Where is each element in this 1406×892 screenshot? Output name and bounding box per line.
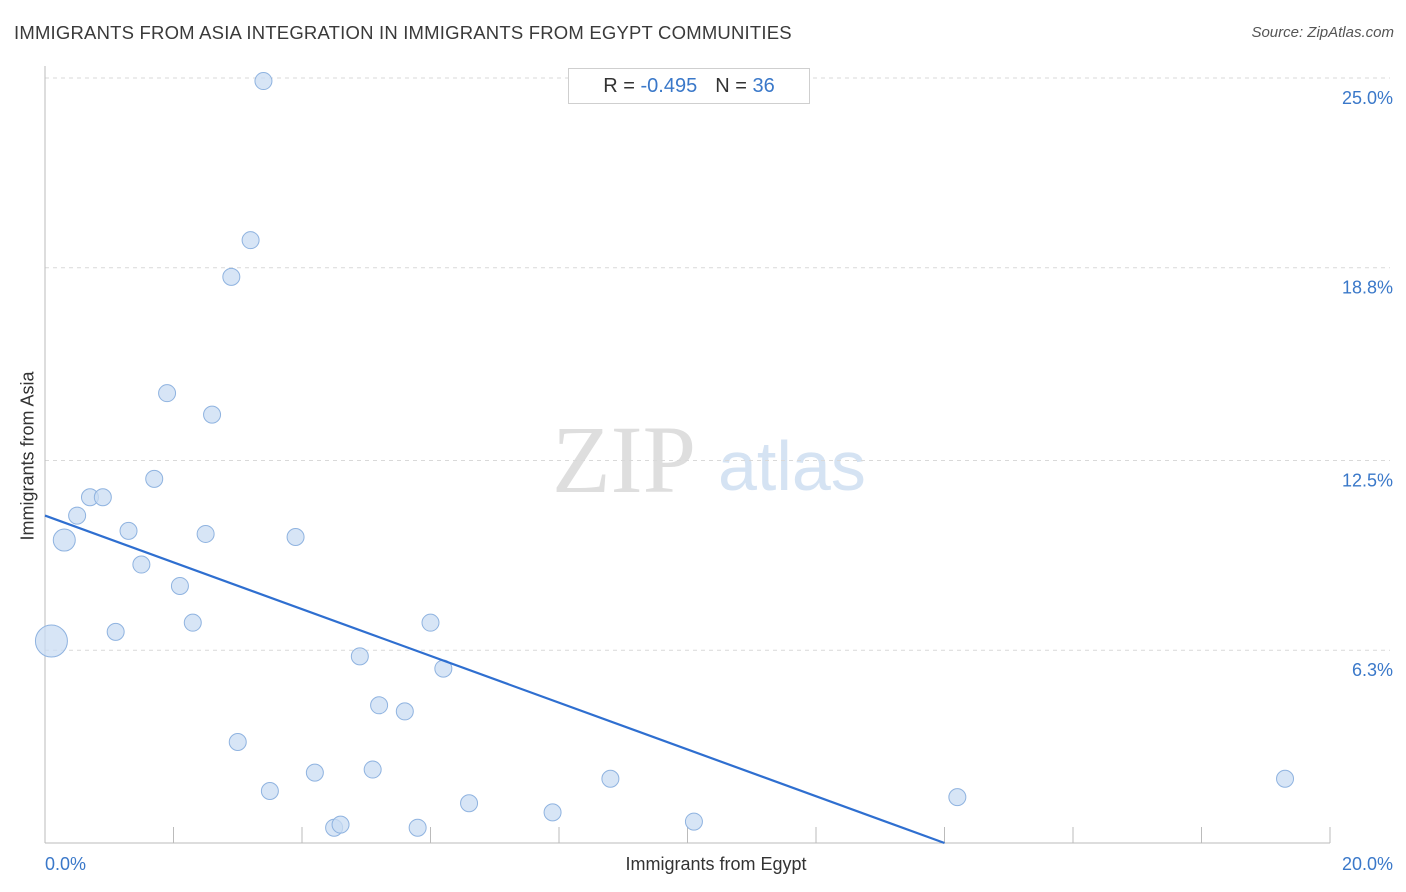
data-point: [158, 384, 177, 403]
data-point: [350, 647, 369, 666]
source-label: Source: ZipAtlas.com: [1251, 24, 1394, 41]
data-point: [241, 231, 260, 250]
data-point: [34, 624, 68, 658]
r-value: -0.495: [640, 74, 698, 97]
data-point: [203, 405, 222, 424]
data-point: [601, 769, 620, 788]
data-point: [286, 528, 305, 546]
watermark-atlas: atlas: [718, 427, 866, 505]
x-tick-label: 0.0%: [45, 854, 86, 874]
trend-line-group: [44, 514, 945, 845]
data-point: [305, 763, 324, 782]
chart-title: IMMIGRANTS FROM ASIA INTEGRATION IN IMMI…: [14, 22, 792, 43]
grid: [45, 77, 1390, 651]
watermark: ZIP atlas: [552, 406, 866, 513]
data-point: [93, 488, 112, 507]
x-axis-label: Immigrants from Egypt: [625, 854, 807, 874]
correlation-stats-box: R = -0.495 N = 36: [568, 68, 810, 104]
watermark-zip: ZIP: [552, 406, 696, 513]
y-tick-label: 6.3%: [1352, 660, 1393, 680]
data-point: [228, 733, 247, 752]
data-point: [170, 576, 189, 595]
data-point: [145, 469, 164, 488]
y-tick-label: 18.8%: [1342, 278, 1393, 298]
n-value: 36: [752, 74, 775, 97]
data-point: [68, 506, 87, 525]
data-point: [460, 794, 479, 813]
data-point: [106, 622, 125, 641]
data-point: [119, 521, 138, 540]
axes: [44, 66, 1331, 844]
data-point: [183, 613, 202, 632]
data-point: [222, 267, 241, 286]
data-point: [408, 818, 427, 837]
data-point: [363, 760, 382, 779]
y-axis-label: Immigrants from Asia: [17, 371, 38, 541]
data-point: [543, 803, 562, 822]
data-point: [260, 781, 279, 800]
data-point: [331, 815, 350, 834]
data-point: [395, 702, 414, 721]
n-label: N =: [715, 74, 747, 97]
data-point: [196, 524, 215, 543]
data-point: [1276, 769, 1295, 788]
x-tick-label: 20.0%: [1342, 854, 1393, 874]
y-tick-label: 25.0%: [1342, 88, 1393, 108]
data-point: [132, 555, 151, 574]
data-point: [684, 812, 703, 831]
data-point: [370, 696, 389, 715]
trend-line: [44, 514, 945, 845]
y-tick-labels: 6.3% 12.5% 18.8% 25.0%: [1342, 88, 1393, 680]
data-point: [421, 613, 440, 632]
data-point: [948, 788, 967, 807]
y-tick-label: 12.5%: [1342, 471, 1393, 491]
x-tick-labels: 0.0% 20.0%: [45, 854, 1393, 874]
data-point: [254, 72, 273, 91]
r-label: R =: [603, 74, 635, 97]
data-points: [34, 72, 1295, 837]
data-point: [52, 528, 76, 552]
